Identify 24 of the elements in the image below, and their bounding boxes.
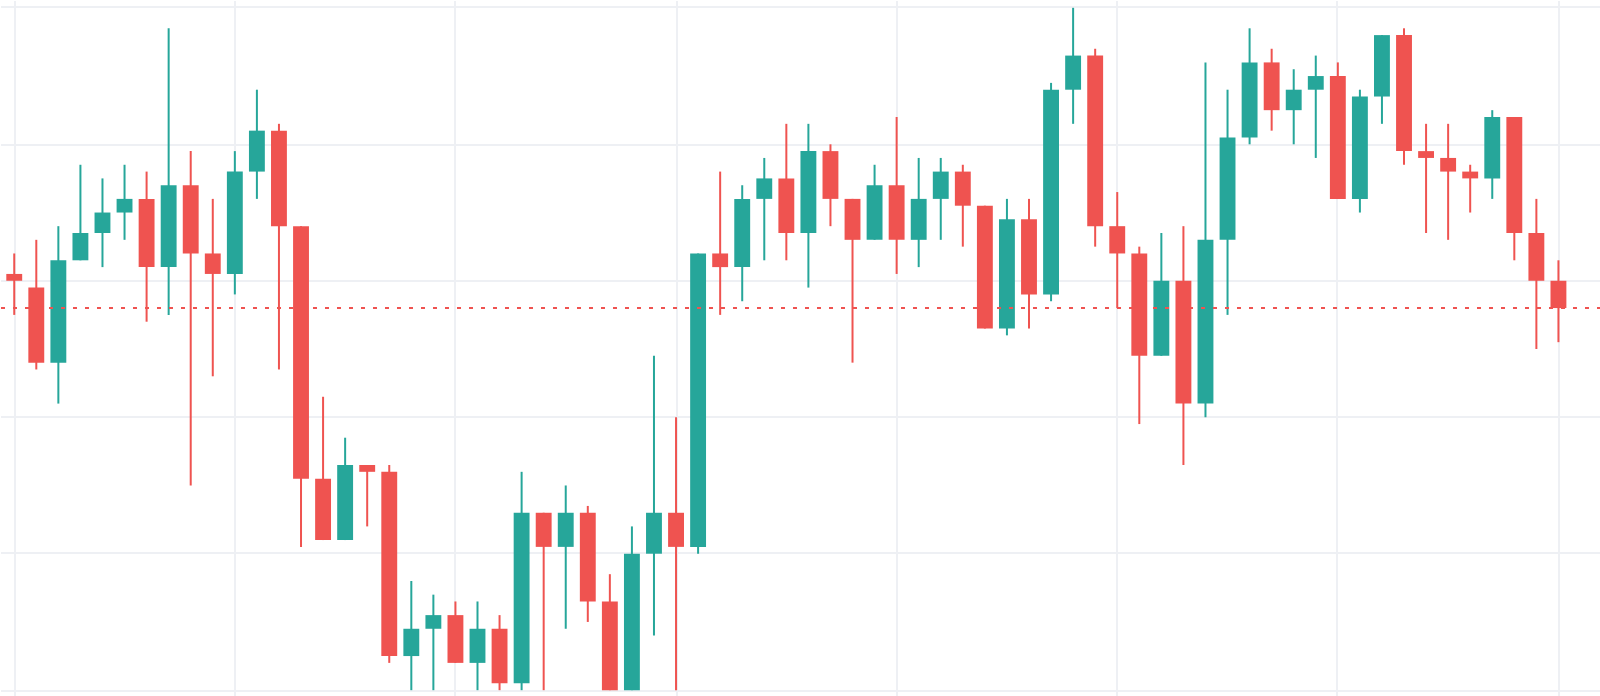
candlestick: [469, 600, 486, 692]
candlestick: [668, 416, 684, 692]
candlestick: [822, 143, 839, 228]
candlestick: [1285, 68, 1302, 146]
candlestick: [1440, 122, 1457, 241]
candlestick: [1418, 122, 1435, 234]
candlestick: [116, 163, 133, 241]
candlestick: [1065, 6, 1082, 125]
candlestick: [1307, 54, 1324, 159]
candlestick: [425, 593, 442, 692]
candlestick: [94, 177, 111, 269]
candlestick: [403, 580, 420, 692]
candlestick: [72, 163, 89, 262]
candlestick: [910, 156, 927, 269]
candlestick: [447, 600, 464, 664]
candlestick: [1263, 47, 1280, 132]
candlestick: [646, 354, 662, 637]
candlestick: [248, 88, 265, 200]
candlestick: [535, 511, 552, 692]
candlestick: [557, 484, 574, 630]
candlestick: [932, 156, 949, 241]
candlestick: [756, 156, 773, 262]
candlestick: [359, 464, 376, 528]
candlestick: [954, 163, 971, 248]
